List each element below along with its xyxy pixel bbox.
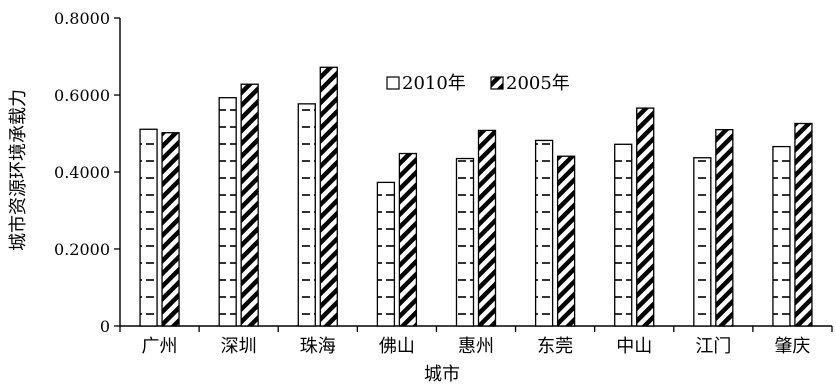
y-tick-label: 0.2000 [54,240,110,259]
bar-2010 [297,103,316,327]
bar-2005 [477,129,497,327]
legend: 2010年 2005年 [386,73,570,94]
y-tick-label: 0 [100,317,110,336]
bar-2005 [636,107,655,327]
bar-2010 [534,139,554,327]
x-tick-label: 东莞 [537,336,573,357]
bar-2005 [398,152,418,327]
legend-label-2005: 2005年 [506,73,570,94]
y-tick-label: 0.6000 [54,86,110,105]
y-axis-title: 城市资源环境承载力 [8,89,29,251]
bar-2005 [240,83,259,327]
bar-2005 [161,132,180,327]
x-axis-title: 城市 [424,364,460,385]
legend-swatch-2005 [490,76,504,90]
y-ticks: 0 0.2000 0.4000 0.6000 0.8000 [54,9,120,336]
bar-2005 [556,155,576,327]
bar-2010 [139,128,158,327]
x-tick-label: 深圳 [221,336,257,357]
x-tick-label: 广州 [142,336,178,357]
bar-2005 [794,122,813,327]
bar-2010 [376,181,396,327]
bar-2010 [772,145,791,327]
x-tick-label: 中山 [616,336,652,357]
x-tick-label: 佛山 [379,336,415,357]
x-tick-label: 江门 [695,336,731,357]
x-tick-label: 肇庆 [774,336,810,357]
bar-2010 [218,97,237,327]
x-tick-label: 惠州 [458,336,494,357]
x-ticks: 广州 深圳 珠海 佛山 惠州 东莞 中山 江门 肇庆 [119,326,833,357]
x-tick-label: 珠海 [300,336,336,357]
y-tick-label: 0.4000 [54,163,110,182]
bar-2005 [319,66,338,327]
legend-swatch-2010 [386,76,400,90]
legend-label-2010: 2010年 [402,73,466,94]
bar-2010 [614,143,633,327]
y-tick-label: 0.8000 [54,9,110,28]
bar-2010 [693,157,712,327]
bar-2005 [715,128,734,327]
bars [139,66,813,327]
bar-2010 [455,157,475,327]
